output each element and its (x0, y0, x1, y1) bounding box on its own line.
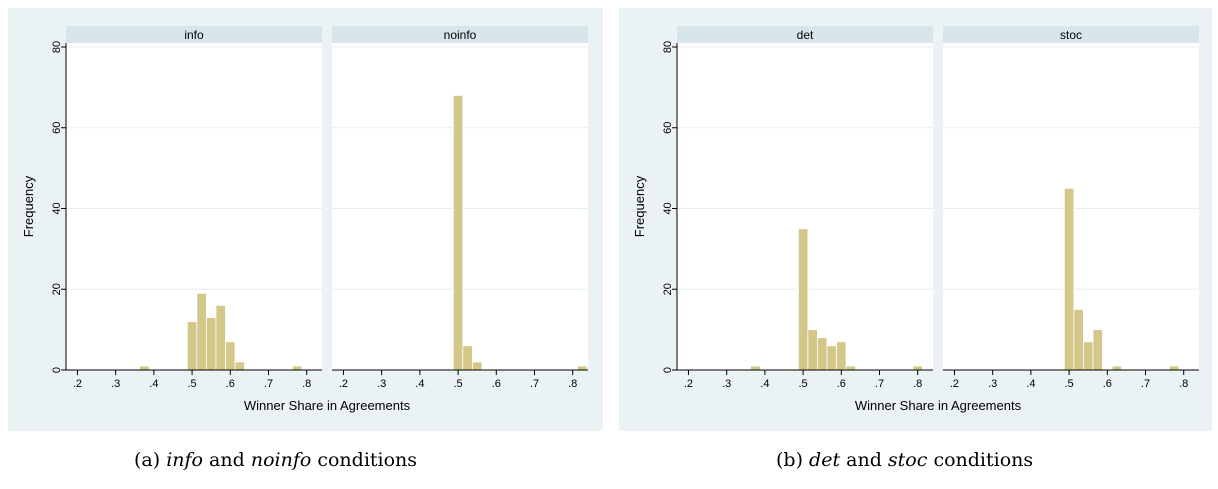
x-tick-label: .5 (798, 378, 807, 390)
x-tick-label: .7 (875, 378, 884, 390)
histogram-bar (215, 304, 226, 371)
x-tick-label: .3 (722, 378, 731, 390)
chart-b: det .2 .3 .4 .5 .6 .7 .8 stoc .2 .3 .4 .5 .6 .7 .8 0 20 40… (619, 8, 1212, 431)
x-tick-label: .8 (913, 378, 922, 390)
x-tick-label: .8 (568, 378, 577, 390)
y-tick-label: 40 (51, 202, 63, 214)
panel-info: info .2 .3 .4 .5 .6 .7 .8 (66, 26, 322, 390)
histogram-bar (452, 95, 464, 371)
y-tick-label: 60 (662, 122, 674, 134)
x-axis-title: Winner Share in Agreements (855, 398, 1022, 413)
x-tick-label: .8 (1179, 378, 1188, 390)
histogram-bar (912, 365, 923, 371)
caption-b-tail: conditions (933, 449, 1034, 471)
histogram-bar (472, 361, 483, 371)
panel-strip (943, 26, 1199, 43)
panel-stoc: stoc .2 .3 .4 .5 .6 .7 .8 (943, 26, 1199, 390)
x-tick-label: .4 (760, 378, 769, 390)
histogram-bar (234, 361, 246, 371)
caption-b-cond1: det (809, 449, 841, 471)
caption-a-cond1: info (166, 449, 203, 471)
histogram-bar (291, 365, 303, 371)
x-tick-label: .2 (73, 378, 82, 390)
y-tick-label: 60 (51, 122, 63, 134)
histogram-bar (1073, 309, 1084, 371)
caption-a-tail: conditions (317, 449, 418, 471)
y-tick-label: 0 (662, 367, 674, 373)
x-axis-title: Winner Share in Agreements (244, 398, 411, 413)
caption-b-and: and (846, 449, 882, 471)
y-tick-label: 80 (51, 41, 63, 53)
panel-strip (332, 26, 588, 43)
histogram-bar (807, 329, 818, 371)
histogram-bar (196, 292, 207, 371)
panel-title-noinfo: noinfo (444, 28, 477, 42)
x-tick-label: .2 (950, 378, 959, 390)
x-tick-label: .6 (226, 378, 235, 390)
x-tick-label: .3 (111, 378, 120, 390)
histogram-bar (1063, 187, 1075, 371)
x-tick-label: .2 (339, 378, 348, 390)
panel-noinfo: noinfo .2 .3 .4 .5 .6 .7 .8 (332, 26, 588, 390)
histogram-bar (817, 337, 828, 371)
x-tick-label: .4 (149, 378, 158, 390)
panel-det: det .2 .3 .4 .5 .6 .7 .8 (677, 26, 933, 390)
x-tick-label: .6 (492, 378, 501, 390)
x-tick-label: .4 (1026, 378, 1035, 390)
histogram-bar (186, 321, 198, 371)
y-tick-label: 0 (51, 367, 63, 373)
histogram-bar (577, 365, 588, 371)
panel-title-det: det (797, 28, 814, 42)
x-tick-label: .3 (377, 378, 386, 390)
caption-b-label: (b) (776, 449, 803, 471)
panel-title-stoc: stoc (1060, 28, 1082, 42)
y-axis-title: Frequency (21, 175, 36, 237)
histogram-bar (845, 365, 857, 371)
x-tick-label: .8 (302, 378, 311, 390)
y-tick-label: 80 (662, 41, 674, 53)
histogram-bar (1111, 365, 1123, 371)
x-tick-label: .7 (1141, 378, 1150, 390)
caption-b-cond2: stoc (887, 449, 928, 471)
panel-strip (677, 26, 933, 43)
histogram-bar (206, 317, 217, 371)
caption-a-and: and (209, 449, 245, 471)
caption-b: (b) det and stoc conditions (776, 449, 1033, 471)
x-tick-label: .4 (415, 378, 424, 390)
x-tick-label: .7 (530, 378, 539, 390)
chart-a: info .2 .3 .4 .5 .6 .7 .8 noinfo .2 .3 .4 .5 .6 .7 .8 0 2… (8, 8, 603, 431)
x-tick-label: .2 (684, 378, 693, 390)
histogram-bar (826, 345, 837, 371)
histogram-bar (225, 341, 236, 371)
caption-a: (a) info and noinfo conditions (134, 449, 417, 471)
y-tick-label: 20 (51, 283, 63, 295)
x-tick-label: .5 (1064, 378, 1073, 390)
caption-a-cond2: noinfo (250, 449, 312, 471)
histogram-bar (1083, 341, 1094, 371)
histogram-bar (462, 345, 473, 371)
y-axis-title: Frequency (632, 175, 647, 237)
x-tick-label: .6 (1103, 378, 1112, 390)
histogram-bar (1168, 365, 1180, 371)
panel-strip (66, 26, 322, 43)
histogram-bar (797, 228, 809, 371)
panel-title-info: info (184, 28, 204, 42)
caption-a-label: (a) (134, 449, 161, 471)
histogram-bar (1092, 329, 1103, 371)
x-tick-label: .5 (187, 378, 196, 390)
x-tick-label: .6 (837, 378, 846, 390)
histogram-bar (750, 365, 761, 371)
y-tick-label: 20 (662, 283, 674, 295)
y-tick-label: 40 (662, 202, 674, 214)
histogram-bar (836, 341, 847, 371)
histogram-bar (139, 365, 150, 371)
x-tick-label: .7 (264, 378, 273, 390)
plot-area (66, 43, 322, 370)
x-tick-label: .3 (988, 378, 997, 390)
x-tick-label: .5 (453, 378, 462, 390)
